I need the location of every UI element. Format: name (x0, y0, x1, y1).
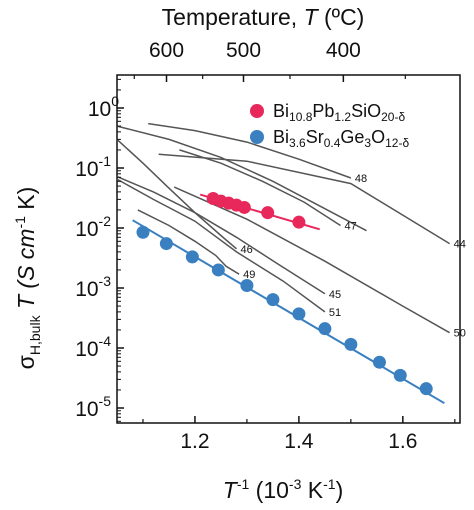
legend-marker-bi-sr (250, 130, 264, 144)
data-points (136, 192, 433, 396)
svg-text:Bi3.6Sr0.4Ge3O12-δ: Bi3.6Sr0.4Ge3O12-δ (273, 127, 409, 150)
legend-0-a: Bi (273, 101, 289, 121)
top-axis-title-var: T (304, 4, 320, 30)
y-axis-title-sup: -1 (12, 216, 28, 229)
y-tick-label: 10-1 (75, 153, 111, 181)
reference-curve-51 (116, 178, 326, 313)
data-point-series-1 (344, 337, 358, 351)
reference-curve-label: 46 (241, 244, 253, 256)
x-axis-title: T-1 (10-3 K-1) (223, 476, 343, 503)
top-tick-label: 600 (149, 39, 184, 62)
y-axis-title-sub: H,bulk (27, 314, 43, 355)
top-axis-title: Temperature, T (ºC) (162, 4, 365, 30)
data-point-series-1 (266, 293, 280, 307)
data-point-series-1 (185, 250, 199, 264)
reference-curve-label: 48 (355, 173, 367, 185)
legend-0-b: Pb (312, 101, 334, 121)
legend-entry-bi-sr: Bi3.6Sr0.4Ge3O12-δ (250, 127, 409, 150)
data-point-series-1 (393, 368, 407, 382)
reference-curve-49 (137, 209, 240, 275)
x-axis-title-main: T (223, 477, 239, 503)
legend-1-b-sub: 0.4 (324, 136, 341, 150)
y-tick-label: 10-2 (75, 213, 111, 241)
legend-entry-bi-pb: Bi10.8Pb1.2SiO20-δ (250, 101, 405, 124)
legend: Bi10.8Pb1.2SiO20-δ Bi3.6Sr0.4Ge3O12-δ (250, 101, 409, 150)
top-tick-label: 400 (326, 39, 361, 62)
data-point-series-1 (372, 355, 386, 369)
reference-curve-unlabeled (116, 125, 367, 232)
legend-0-c: SiO (351, 101, 381, 121)
x-axis-title-rest: (10 (249, 477, 289, 503)
x-axis-title-close: ) (336, 477, 344, 503)
y-tick-label: 10-3 (75, 273, 111, 301)
legend-1-d: O (371, 127, 385, 147)
reference-curve-48 (148, 122, 352, 179)
data-point-series-0 (237, 200, 251, 214)
x-axis-title-sup2: -3 (289, 476, 302, 492)
legend-1-a-sub: 3.6 (289, 136, 306, 150)
data-point-series-1 (292, 307, 306, 321)
legend-1-c: Ge (340, 127, 364, 147)
data-point-series-1 (211, 263, 225, 277)
reference-curve-label: 45 (329, 289, 341, 301)
legend-0-a-sub: 10.8 (289, 110, 313, 124)
x-axis-title-sup1: -1 (237, 476, 250, 492)
reference-curve-50 (173, 186, 450, 334)
reference-curve-47 (179, 149, 341, 227)
reference-curve-label: 49 (243, 269, 255, 281)
data-point-series-0 (292, 215, 306, 229)
data-point-series-1 (240, 279, 254, 293)
reference-curves: 48 47 44 46 45 51 49 50 (116, 122, 466, 340)
reference-curve-label: 44 (454, 239, 466, 251)
fit-line-series-1 (132, 219, 445, 405)
reference-curve-45 (116, 175, 326, 295)
y-tick-label: 100 (88, 93, 119, 121)
x-axis-title-sup3: -1 (323, 476, 336, 492)
svg-text:σH,bulk T (S cm-1 K): σH,bulk T (S cm-1 K) (12, 187, 43, 370)
data-point-series-1 (136, 225, 150, 239)
y-axis-title: σH,bulk T (S cm-1 K) (12, 187, 43, 370)
svg-text:T-1 (10-3 K-1): T-1 (10-3 K-1) (223, 476, 343, 503)
data-point-series-0 (261, 206, 275, 220)
legend-1-b: Sr (306, 127, 324, 147)
y-axis-title-rest: T (S cm (13, 229, 39, 316)
reference-curve-44 (158, 153, 450, 245)
y-tick-label: 10-5 (75, 393, 111, 421)
legend-1-a: Bi (273, 127, 289, 147)
legend-1-d-sub: 12-δ (385, 136, 409, 150)
top-axis-title-post: (ºC) (318, 4, 365, 30)
data-point-series-1 (159, 237, 173, 251)
svg-text:Temperature, T (ºC): Temperature, T (ºC) (162, 4, 365, 30)
svg-text:Bi10.8Pb1.2SiO20-δ: Bi10.8Pb1.2SiO20-δ (273, 101, 405, 124)
top-axis-title-pre: Temperature, (162, 4, 304, 30)
y-axis-title-sigma: σ (13, 355, 39, 369)
data-point-series-1 (318, 322, 332, 336)
legend-1-c-sub: 3 (364, 136, 371, 150)
axis-ticks: 1.2 1.4 1.6 600 500 400 100 10-1 10-2 10-3 10-4 10-… (75, 39, 456, 453)
legend-marker-bi-pb (250, 104, 264, 118)
data-point-series-1 (419, 382, 433, 396)
reference-curve-label: 47 (344, 221, 356, 233)
legend-0-b-sub: 1.2 (334, 110, 351, 124)
reference-curve-label: 50 (454, 328, 466, 340)
legend-0-c-sub: 20-δ (381, 110, 405, 124)
plot-frame (116, 74, 461, 424)
reference-curve-label: 51 (329, 307, 341, 319)
x-tick-label: 1.2 (180, 430, 209, 453)
reference-curve-46 (116, 138, 237, 250)
x-tick-label: 1.4 (284, 430, 314, 453)
x-axis-title-rest2: K (301, 477, 323, 503)
y-axis-title-close: K) (13, 187, 39, 216)
x-tick-label: 1.6 (388, 430, 417, 453)
y-tick-label: 10-4 (75, 333, 111, 361)
top-tick-label: 500 (226, 39, 261, 62)
